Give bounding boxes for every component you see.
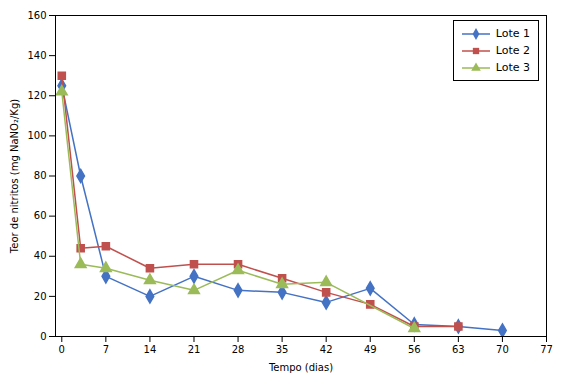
svg-text:20: 20 <box>34 291 47 302</box>
svg-text:7: 7 <box>103 344 109 355</box>
svg-text:77: 77 <box>540 344 553 355</box>
svg-text:63: 63 <box>452 344 465 355</box>
svg-text:42: 42 <box>320 344 333 355</box>
svg-text:35: 35 <box>276 344 289 355</box>
html-text:Lote 3: Lote 3 <box>495 61 530 74</box>
html-text:Lote 1: Lote 1 <box>495 27 530 40</box>
svg-text:56: 56 <box>408 344 421 355</box>
svg-text:0: 0 <box>59 344 65 355</box>
svg-text:28: 28 <box>232 344 245 355</box>
svg-text:140: 140 <box>27 50 46 61</box>
svg-text:21: 21 <box>188 344 201 355</box>
svg-text:100: 100 <box>27 130 46 141</box>
svg-text:80: 80 <box>34 170 47 181</box>
svg-text:14: 14 <box>144 344 157 355</box>
svg-text:60: 60 <box>34 210 47 221</box>
html-text:Lote 2: Lote 2 <box>495 44 530 57</box>
svg-text:40: 40 <box>34 250 47 261</box>
svg-text:Tempo (dias): Tempo (dias) <box>268 362 333 373</box>
svg-text:70: 70 <box>496 344 509 355</box>
svg-text:0: 0 <box>40 331 46 342</box>
svg-text:Teor de nitritos (mg NaNO₂/Kg): Teor de nitritos (mg NaNO₂/Kg) <box>9 99 20 254</box>
svg-text:160: 160 <box>27 10 46 21</box>
svg-text:120: 120 <box>27 90 46 101</box>
svg-text:49: 49 <box>364 344 377 355</box>
